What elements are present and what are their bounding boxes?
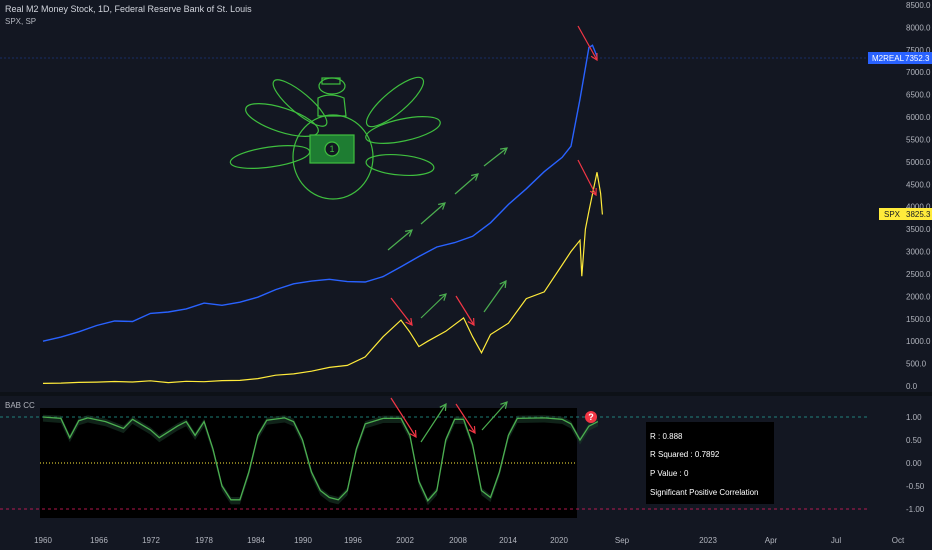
chart-title: Real M2 Money Stock, 1D, Federal Reserve… bbox=[5, 4, 252, 14]
arrow-head bbox=[467, 317, 475, 327]
question-marker-label: ? bbox=[588, 412, 594, 422]
m2-series-line[interactable] bbox=[42, 44, 598, 342]
y-tick-label: 8000.0 bbox=[906, 23, 931, 32]
x-tick-label: 1996 bbox=[344, 536, 362, 545]
y-tick-label: 3500.0 bbox=[906, 225, 931, 234]
x-tick-label: 1972 bbox=[142, 536, 160, 545]
arrow-annotations bbox=[387, 25, 598, 443]
m2-price-badge bbox=[868, 52, 932, 64]
arrow-shaft bbox=[455, 295, 475, 326]
arrow-shaft bbox=[387, 229, 413, 251]
indicator-title: BAB CC bbox=[5, 401, 35, 410]
x-tick-label: Apr bbox=[765, 536, 778, 545]
x-tick-label: 2014 bbox=[499, 536, 517, 545]
stat-r-squared: R Squared : 0.7892 bbox=[650, 450, 720, 459]
money-bag-note-digit: 1 bbox=[329, 144, 334, 154]
x-axis: 1960 1966 1972 1978 1984 1990 1996 2002 2008 2014… bbox=[34, 536, 905, 545]
y-tick-label: 2000.0 bbox=[906, 292, 931, 301]
money-bag-drawing bbox=[229, 76, 441, 200]
y-tick-label: 0.0 bbox=[906, 382, 918, 391]
x-tick-label: 1984 bbox=[247, 536, 265, 545]
indicator-band bbox=[43, 414, 598, 506]
arrow-shaft bbox=[577, 25, 598, 61]
arrow-shaft bbox=[420, 202, 446, 225]
arrow-shaft bbox=[455, 403, 476, 434]
y-tick-label: 1500.0 bbox=[906, 315, 931, 324]
x-tick-label: 1966 bbox=[90, 536, 108, 545]
arrow-shaft bbox=[420, 403, 447, 443]
y-tick-label: 5500.0 bbox=[906, 135, 931, 144]
arrow-head bbox=[405, 317, 413, 326]
y-tick-label: 1.00 bbox=[906, 413, 922, 422]
stat-r: R : 0.888 bbox=[650, 432, 683, 441]
stat-p-value: P Value : 0 bbox=[650, 469, 689, 478]
arrow-head bbox=[589, 187, 597, 197]
y-tick-label: 6500.0 bbox=[906, 91, 931, 100]
arrow-shaft bbox=[481, 401, 508, 431]
y-tick-label: 5000.0 bbox=[906, 158, 931, 167]
x-tick-label: 2020 bbox=[550, 536, 568, 545]
arrow-head bbox=[409, 429, 417, 439]
x-tick-label: 1978 bbox=[195, 536, 213, 545]
y-axis-main: 0.0 500.0 1000.0 1500.0 2000.0 2500.0 3000.0 35… bbox=[906, 1, 931, 391]
x-tick-label: Oct bbox=[892, 536, 905, 545]
chart-subtitle: SPX, SP bbox=[5, 17, 37, 26]
arrow-head bbox=[500, 401, 508, 409]
arrow-shaft bbox=[577, 159, 597, 196]
arrow-shaft bbox=[420, 293, 447, 319]
x-tick-label: 1990 bbox=[294, 536, 312, 545]
x-tick-label: 2023 bbox=[699, 536, 717, 545]
y-tick-label: 2500.0 bbox=[906, 270, 931, 279]
question-marker-icon[interactable] bbox=[585, 411, 597, 423]
stat-conclusion: Significant Positive Correlation bbox=[650, 488, 759, 497]
spx-badge-value: 3825.3 bbox=[906, 210, 931, 219]
arrow-shaft bbox=[483, 147, 508, 167]
arrow-head bbox=[499, 147, 508, 155]
indicator-series-line[interactable] bbox=[42, 416, 599, 502]
arrow-head bbox=[468, 425, 476, 435]
arrow-head bbox=[438, 202, 446, 210]
y-tick-label: 4500.0 bbox=[906, 180, 931, 189]
m2-badge-value: 7352.3 bbox=[905, 54, 930, 63]
arrow-head bbox=[471, 173, 479, 181]
y-tick-label: 1000.0 bbox=[906, 337, 931, 346]
spx-price-badge bbox=[879, 208, 932, 220]
m2-badge-label: M2REAL bbox=[872, 54, 905, 63]
y-tick-label: -1.00 bbox=[906, 505, 925, 514]
x-tick-label: Sep bbox=[615, 536, 630, 545]
y-tick-label: 3000.0 bbox=[906, 248, 931, 257]
spx-series-line[interactable] bbox=[42, 172, 603, 384]
y-axis-indicator: 1.00 0.50 0.00 -0.50 -1.00 bbox=[906, 413, 925, 514]
y-tick-label: 4000.0 bbox=[906, 203, 931, 212]
y-tick-label: 0.00 bbox=[906, 459, 922, 468]
arrow-shaft bbox=[454, 173, 479, 195]
panel-divider[interactable] bbox=[0, 392, 932, 396]
arrow-head bbox=[405, 229, 413, 237]
spx-badge-label: SPX bbox=[884, 210, 901, 219]
arrow-shaft bbox=[483, 280, 507, 313]
arrow-head bbox=[499, 279, 507, 289]
arrow-head bbox=[439, 293, 447, 301]
y-tick-label: 7500.0 bbox=[906, 46, 931, 55]
x-tick-label: 2008 bbox=[449, 536, 467, 545]
arrow-head bbox=[439, 402, 447, 412]
y-tick-label: 0.50 bbox=[906, 436, 922, 445]
y-tick-label: 7000.0 bbox=[906, 68, 931, 77]
arrow-head bbox=[590, 52, 598, 62]
correlation-stats-box: R : 0.888 R Squared : 0.7892 P Value : 0… bbox=[646, 422, 774, 504]
x-tick-label: 1960 bbox=[34, 536, 52, 545]
x-tick-label: Jul bbox=[831, 536, 841, 545]
x-tick-label: 2002 bbox=[396, 536, 414, 545]
y-tick-label: 500.0 bbox=[906, 360, 927, 369]
arrow-shaft bbox=[390, 297, 413, 326]
y-tick-label: -0.50 bbox=[906, 482, 925, 491]
y-tick-label: 8500.0 bbox=[906, 1, 931, 10]
arrow-shaft bbox=[390, 397, 417, 438]
y-tick-label: 6000.0 bbox=[906, 113, 931, 122]
